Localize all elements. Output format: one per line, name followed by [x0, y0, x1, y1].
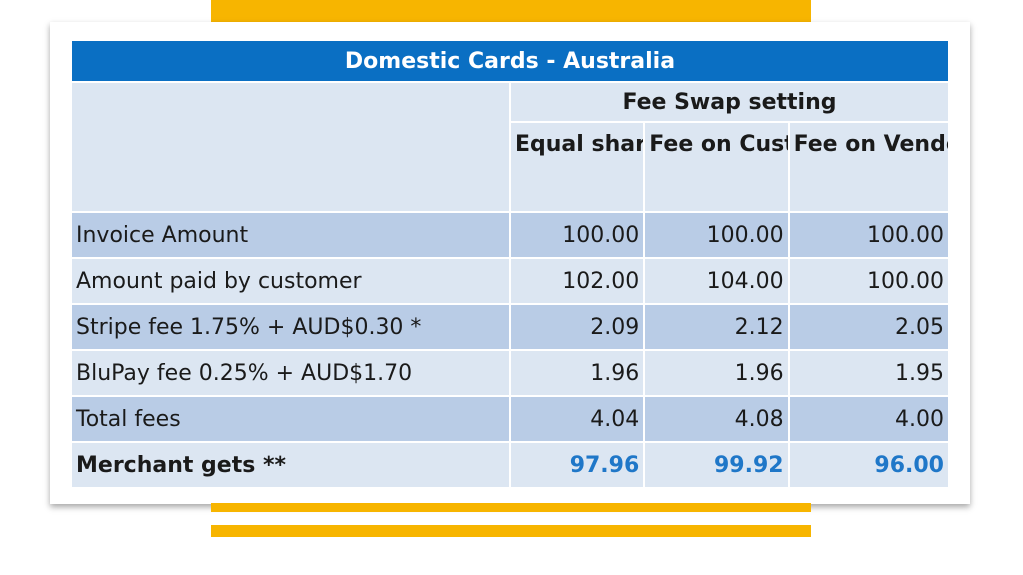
- row-label: Stripe fee 1.75% + AUD$0.30 *: [72, 305, 509, 349]
- cell-value: 100.00: [789, 259, 948, 303]
- cell-value: 2.09: [510, 305, 644, 349]
- fee-comparison-table: Domestic Cards - Australia Fee Swap sett…: [70, 39, 950, 489]
- table-row: BluPay fee 0.25% + AUD$1.70 1.96 1.96 1.…: [72, 351, 948, 395]
- cell-value: 2.12: [645, 305, 788, 349]
- cell-value: 1.96: [510, 351, 644, 395]
- fee-table-card: Domestic Cards - Australia Fee Swap sett…: [50, 22, 970, 504]
- row-label: Total fees: [72, 397, 509, 441]
- table-row: Amount paid by customer 102.00 104.00 10…: [72, 259, 948, 303]
- cell-value: 4.08: [645, 397, 788, 441]
- cell-value: 100.00: [510, 213, 644, 257]
- table-row-total: Merchant gets ** 97.96 99.92 96.00: [72, 443, 948, 487]
- accent-bar-top: [211, 0, 811, 22]
- table-row: Invoice Amount 100.00 100.00 100.00: [72, 213, 948, 257]
- accent-bar-bottom: [211, 503, 811, 512]
- cell-value: 100.00: [789, 213, 948, 257]
- row-label: Merchant gets **: [72, 443, 509, 487]
- cell-value: 2.05: [789, 305, 948, 349]
- cell-value-highlight: 96.00: [789, 443, 948, 487]
- cell-value-highlight: 97.96: [510, 443, 644, 487]
- table-title: Domestic Cards - Australia: [72, 41, 948, 81]
- row-label: Amount paid by customer: [72, 259, 509, 303]
- cell-value: 1.95: [789, 351, 948, 395]
- table-row: Total fees 4.04 4.08 4.00: [72, 397, 948, 441]
- cell-value: 102.00: [510, 259, 644, 303]
- column-header-fee-on-customer: Fee on Customer: [645, 123, 788, 211]
- table-row: Stripe fee 1.75% + AUD$0.30 * 2.09 2.12 …: [72, 305, 948, 349]
- cell-value: 1.96: [645, 351, 788, 395]
- header-blank-cell: [72, 83, 509, 211]
- accent-bar-bottom-2: [211, 525, 811, 537]
- row-label: Invoice Amount: [72, 213, 509, 257]
- column-header-equal-sharing: Equal sharing: [510, 123, 644, 211]
- column-header-fee-on-vendor: Fee on Vendor: [789, 123, 948, 211]
- cell-value: 4.00: [789, 397, 948, 441]
- cell-value-highlight: 99.92: [645, 443, 788, 487]
- cell-value: 104.00: [645, 259, 788, 303]
- cell-value: 4.04: [510, 397, 644, 441]
- row-label: BluPay fee 0.25% + AUD$1.70: [72, 351, 509, 395]
- cell-value: 100.00: [645, 213, 788, 257]
- group-header: Fee Swap setting: [510, 83, 948, 121]
